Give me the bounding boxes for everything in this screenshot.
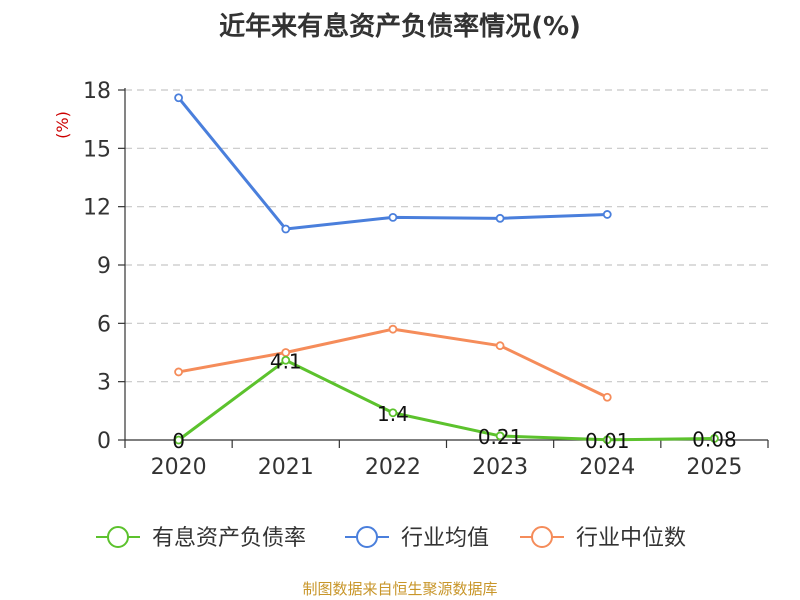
x-tick-label: 2022 — [365, 455, 421, 480]
data-point — [602, 435, 612, 445]
series-line — [177, 96, 608, 231]
series-line — [178, 327, 608, 399]
data-point — [602, 210, 612, 219]
data-label: 0.01 — [585, 429, 630, 453]
data-label: 1.4 — [377, 402, 409, 426]
y-tick-label: 6 — [97, 312, 111, 337]
y-tick-label: 18 — [83, 79, 111, 104]
series-line — [177, 358, 715, 442]
data-label: 0.08 — [692, 427, 737, 451]
source-note: 制图数据来自恒生聚源数据库 — [302, 580, 498, 598]
data-point — [602, 392, 612, 402]
legend-label: 行业中位数 — [576, 526, 686, 551]
data-label: 0 — [172, 429, 185, 453]
y-tick-label: 9 — [97, 254, 111, 279]
data-point — [495, 431, 505, 441]
x-tick-label: 2023 — [472, 455, 528, 480]
x-tick-label: 2021 — [258, 455, 314, 480]
data-point — [495, 213, 505, 223]
data-point — [710, 434, 719, 443]
legend-marker — [107, 526, 129, 548]
legend-marker — [531, 526, 553, 548]
x-tick-label: 2024 — [579, 455, 635, 480]
y-tick-label: 3 — [97, 371, 111, 396]
data-point — [495, 341, 505, 351]
y-axis-label: (%) — [53, 111, 72, 139]
data-point — [174, 367, 183, 377]
data-point — [388, 212, 398, 222]
series-lines — [174, 93, 719, 445]
data-label: 4.1 — [270, 349, 302, 373]
data-point — [174, 93, 183, 103]
data-point — [281, 224, 291, 234]
data-point — [388, 408, 398, 418]
legend-label: 行业均值 — [401, 526, 489, 551]
data-labels: 0 4.1 1.4 0.21 0.01 0.08 — [172, 349, 736, 453]
y-tick-label: 0 — [97, 429, 111, 454]
legend-marker — [356, 526, 378, 548]
data-point — [174, 435, 183, 445]
axes: 0 3 6 9 12 15 18 2020 2021 2022 2023 2024 2025 — [83, 79, 769, 480]
chart-title: 近年来有息资产负债率情况(%) — [219, 12, 581, 42]
data-point — [281, 355, 291, 365]
legend-label: 有息资产负债率 — [152, 526, 306, 551]
data-label: 0.21 — [478, 425, 523, 449]
y-tick-label: 15 — [83, 137, 111, 162]
data-point — [388, 324, 398, 334]
x-tick-label: 2025 — [686, 455, 742, 480]
legend: 有息资产负债率 行业均值 行业中位数 — [96, 526, 686, 551]
x-tick-label: 2020 — [151, 455, 207, 480]
y-tick-label: 12 — [83, 196, 111, 221]
